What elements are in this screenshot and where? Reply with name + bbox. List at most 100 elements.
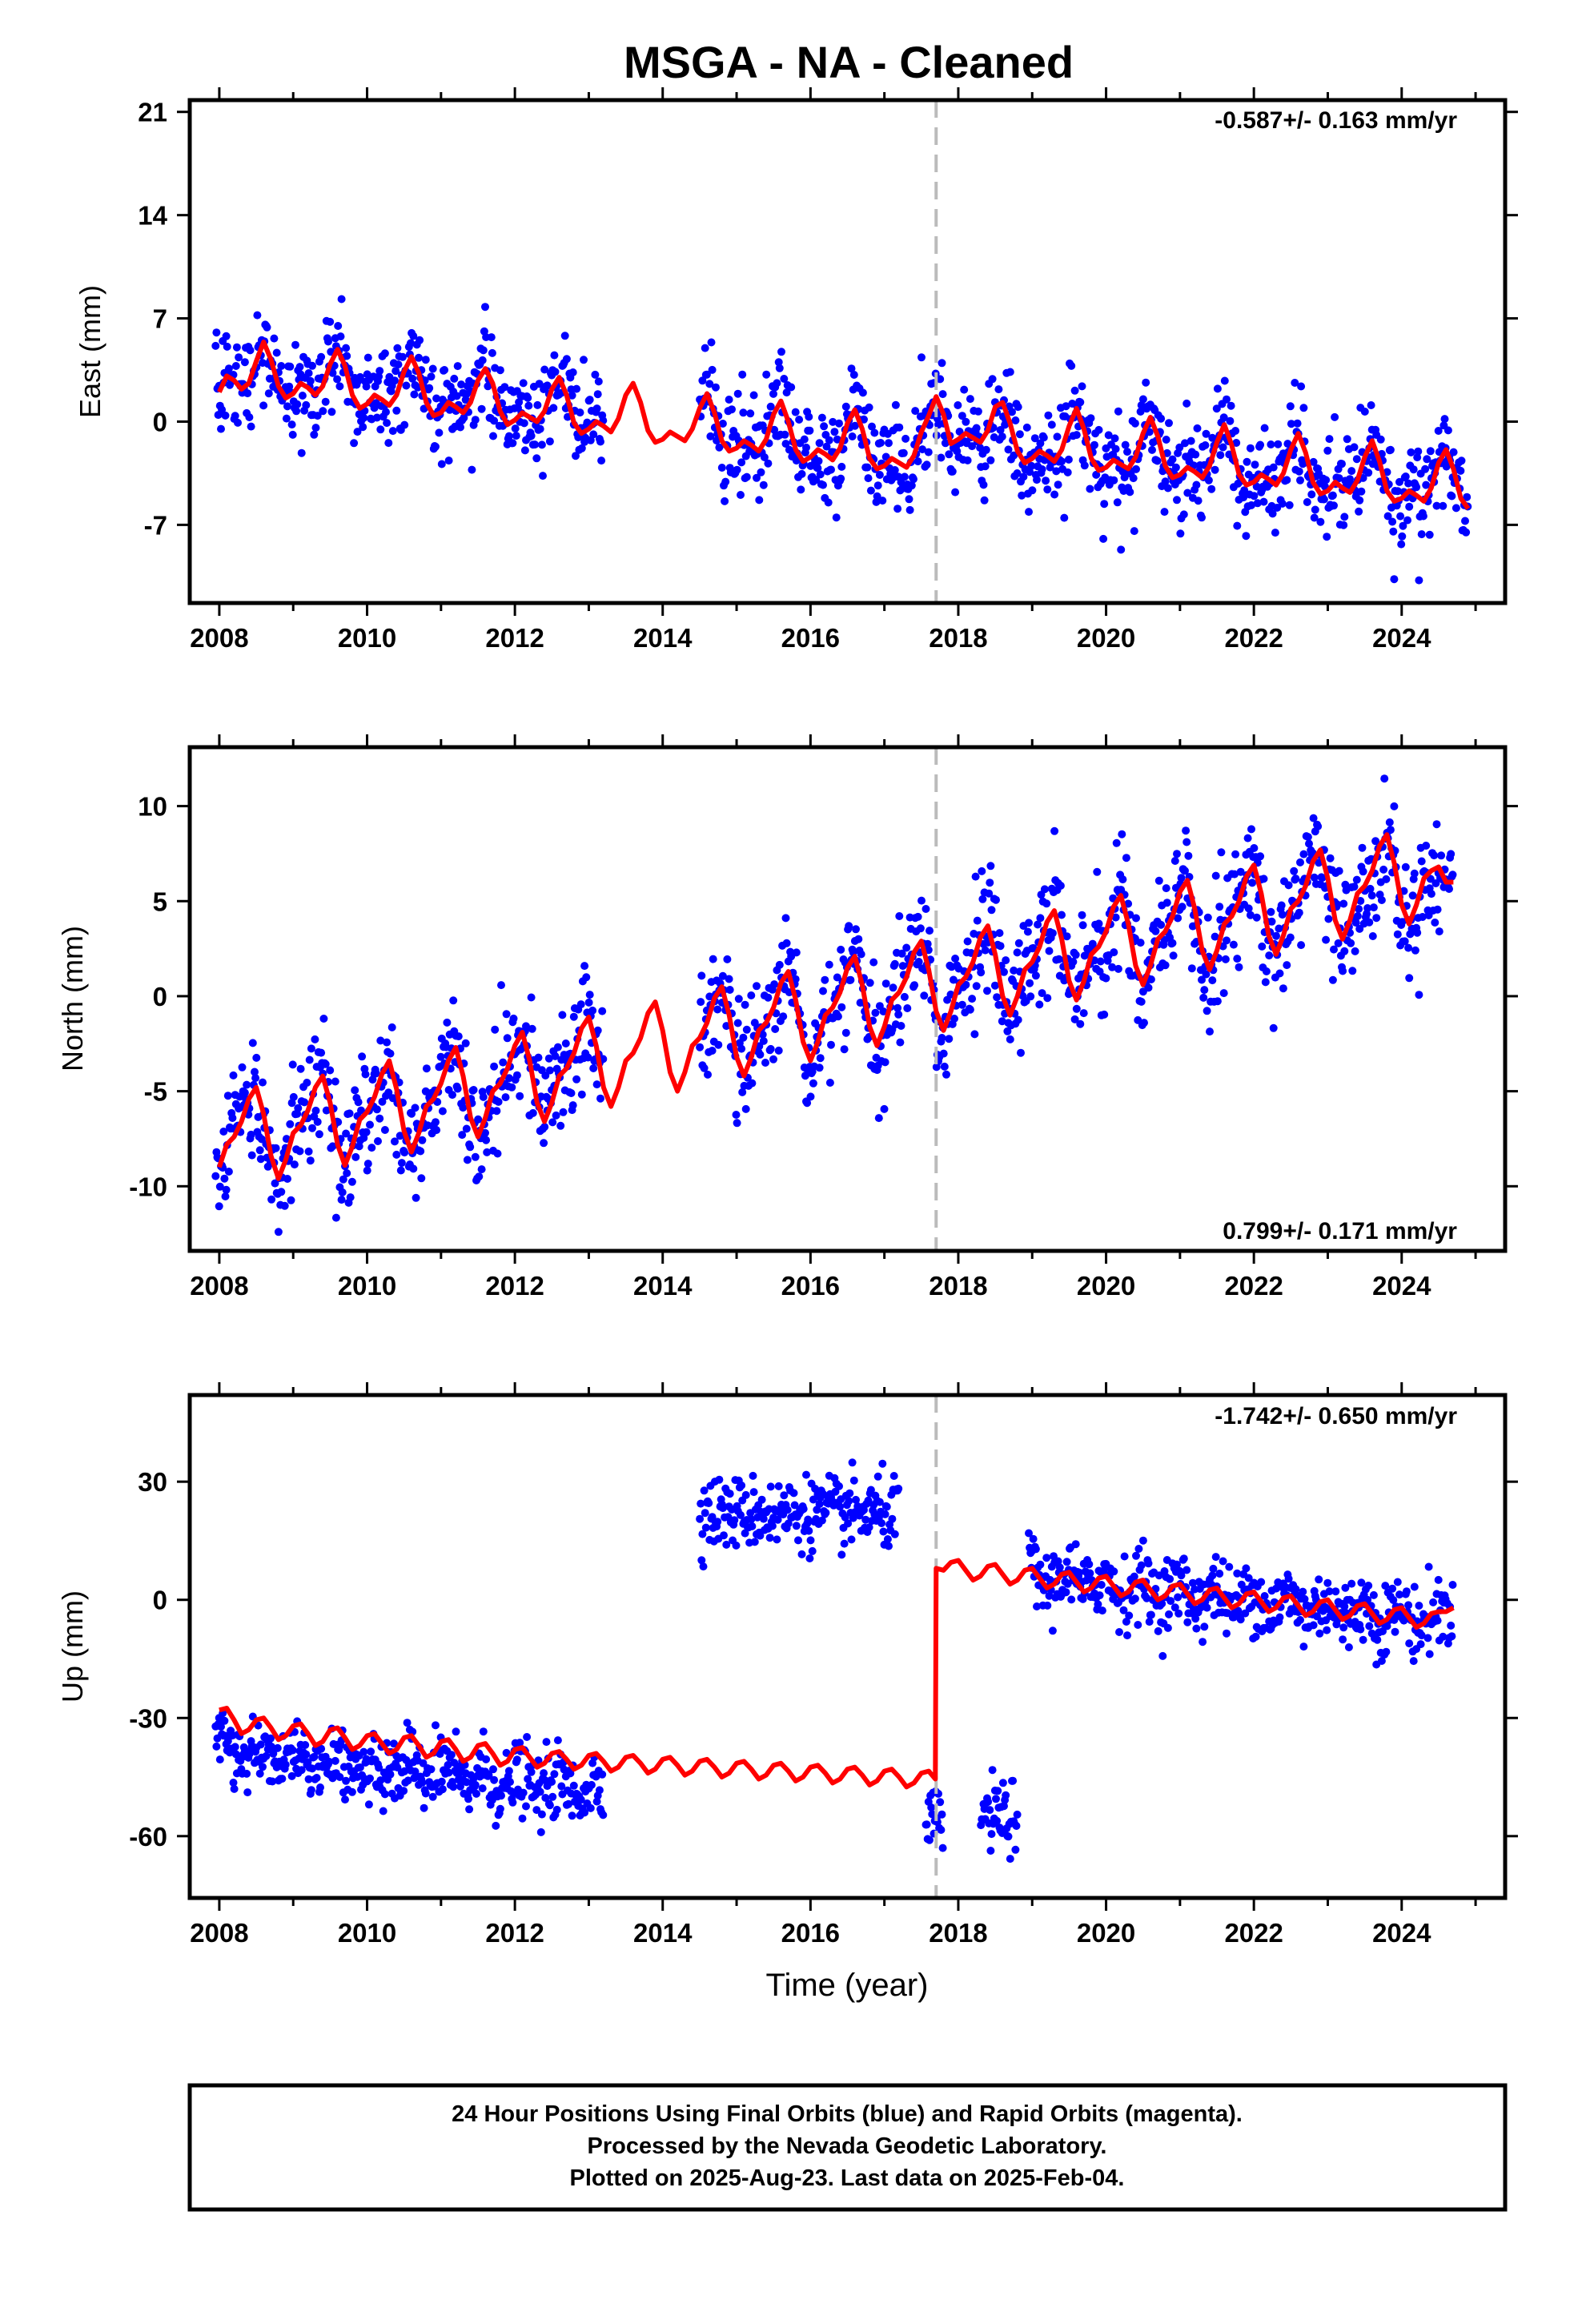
up-data-point: [366, 1774, 374, 1783]
east-data-point: [594, 377, 603, 386]
east-data-point: [1162, 448, 1171, 457]
east-data-point: [775, 364, 784, 372]
up-data-point: [335, 1773, 344, 1781]
north-data-point: [1231, 870, 1239, 879]
up-data-point: [595, 1786, 604, 1795]
east-data-point: [1162, 436, 1170, 444]
up-data-point: [1042, 1554, 1051, 1562]
up-data-point: [1062, 1558, 1071, 1566]
east-data-point: [460, 413, 468, 422]
up-data-point: [580, 1808, 589, 1817]
north-data-point: [343, 1169, 351, 1177]
north-data-point: [1437, 851, 1446, 860]
east-data-point: [293, 400, 302, 408]
east-data-point: [1396, 512, 1405, 521]
east-data-point: [445, 405, 454, 414]
north-data-point: [1002, 956, 1010, 965]
east-data-point: [224, 364, 233, 373]
up-data-point: [926, 1835, 934, 1844]
up-data-point: [1464, 0, 1472, 4]
east-data-point: [560, 332, 569, 340]
up-data-point: [281, 1760, 290, 1769]
north-data-point: [970, 1030, 979, 1039]
east-data-point: [471, 416, 480, 424]
north-data-point: [287, 1196, 295, 1204]
up-model-curve: [219, 1558, 1455, 1790]
north-data-point: [1199, 993, 1208, 1002]
north-data-point: [438, 1107, 447, 1116]
up-data-point: [1174, 1609, 1183, 1618]
east-data-point: [922, 460, 931, 469]
north-data-point: [1038, 989, 1046, 998]
east-data-point: [816, 470, 825, 479]
north-data-point: [897, 1022, 905, 1030]
up-data-point: [1078, 1594, 1087, 1603]
east-data-point: [1340, 513, 1349, 521]
east-data-point: [1067, 361, 1076, 370]
north-data-point: [1334, 939, 1343, 947]
north-data-point: [306, 1156, 315, 1165]
north-data-point: [416, 1147, 425, 1156]
east-data-point: [1338, 460, 1346, 468]
east-data-point: [1070, 386, 1079, 395]
north-data-point: [1470, 0, 1478, 4]
north-data-point: [346, 1193, 355, 1202]
north-data-point: [856, 999, 865, 1007]
up-data-point: [490, 1775, 499, 1784]
east-data-point: [504, 432, 513, 440]
up-data-point: [804, 1515, 813, 1524]
north-data-point: [493, 1149, 502, 1158]
north-data-point: [490, 1062, 499, 1071]
east-panel: 2008 2010 2012 2014 2016 2018 2020 2022 2024 211…: [74, 87, 1518, 653]
north-x-tick-label: 2024: [1372, 1271, 1431, 1301]
north-data-point: [1235, 963, 1243, 971]
up-data-point: [1472, 0, 1480, 4]
east-data-point: [1175, 443, 1184, 452]
up-data-point: [310, 1752, 319, 1761]
x-axis-label: Time (year): [766, 1968, 929, 2003]
up-data-point: [701, 1523, 710, 1532]
up-data-point: [1013, 1810, 1022, 1819]
east-data-point: [212, 328, 221, 337]
east-data-point: [408, 374, 417, 383]
north-data-point: [502, 1010, 511, 1019]
north-data-point: [240, 1088, 249, 1097]
north-data-point: [1339, 899, 1348, 908]
up-data-point: [540, 1769, 548, 1778]
up-data-point: [1340, 1602, 1349, 1610]
east-data-point: [1198, 513, 1206, 522]
up-data-point: [1365, 1622, 1374, 1630]
north-data-point: [1433, 905, 1442, 914]
north-data-point: [1078, 911, 1086, 919]
up-data-point: [1272, 1584, 1280, 1593]
up-data-point: [1296, 1615, 1304, 1624]
north-data-point: [881, 1058, 889, 1067]
north-data-point: [889, 983, 897, 992]
up-data-point: [331, 1756, 339, 1765]
east-data-point: [1058, 457, 1066, 466]
east-data-point: [1299, 404, 1308, 412]
east-data-point: [489, 432, 497, 440]
east-data-point: [453, 362, 462, 371]
east-data-point: [484, 382, 492, 391]
north-data-point: [584, 998, 593, 1007]
north-data-point: [1208, 976, 1217, 985]
up-data-point: [1275, 1613, 1284, 1622]
north-data-point: [725, 975, 733, 983]
north-data-point: [1014, 1015, 1022, 1024]
east-data-point: [391, 367, 400, 376]
east-data-point: [911, 407, 920, 416]
up-data-point: [1453, 0, 1461, 4]
north-data-point: [1072, 1004, 1081, 1013]
north-data-point: [1279, 984, 1287, 993]
north-data-point: [528, 1024, 536, 1033]
up-data-point: [598, 1770, 607, 1779]
up-data-point: [937, 1826, 946, 1834]
east-data-point: [900, 472, 909, 481]
east-data-point: [1211, 465, 1219, 474]
north-data-point: [973, 916, 982, 925]
north-data-point: [1405, 974, 1414, 983]
up-data-point: [1462, 0, 1470, 4]
up-data-point: [986, 1847, 995, 1855]
up-data-point: [1461, 0, 1469, 4]
